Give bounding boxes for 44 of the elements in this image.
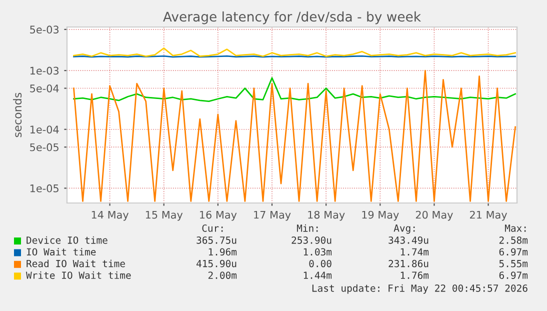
text: 253.90u — [292, 236, 332, 244]
legend-label: IO Wait time — [26, 248, 96, 256]
legend-label: Device IO time — [26, 236, 108, 244]
y-tick-label: 1e-03 — [30, 66, 59, 75]
x-tick-label: 20 May — [416, 210, 453, 221]
text: Avg: — [394, 224, 415, 234]
text: Min: — [296, 224, 318, 232]
x-tick-label: 18 May — [308, 210, 345, 221]
x-tick-label: 14 May — [92, 210, 129, 221]
text: 1.76m — [400, 272, 429, 279]
text: 0.00 — [309, 260, 332, 268]
line-series — [73, 70, 516, 202]
y-tick-label: 5e-05 — [30, 143, 58, 152]
x-tick-label: 19 May — [362, 210, 399, 221]
legend-label: Write IO Wait time — [26, 271, 131, 279]
text: 6.97m — [499, 248, 528, 256]
x-tick-label: 15 May — [146, 210, 183, 221]
line-series — [73, 47, 516, 57]
y-tick-label: 5e-04 — [30, 84, 59, 92]
legend-label: Read IO Wait time — [26, 260, 125, 268]
text: 5.55m — [499, 260, 528, 268]
y-tick-label: 5e-03 — [30, 26, 59, 34]
x-tick-label: 16 May — [200, 210, 237, 221]
text: 1.96m — [208, 248, 237, 256]
text: 343.49u — [388, 236, 428, 244]
x-tick-label: 17 May — [254, 210, 291, 221]
text: 365.75u — [196, 236, 236, 244]
text: 1.44m — [304, 272, 332, 279]
text: 1.03m — [304, 248, 332, 256]
text: 2.58m — [499, 236, 528, 244]
text: Max: — [504, 224, 526, 232]
y-axis-title: seconds — [13, 92, 22, 138]
line-series — [73, 77, 516, 102]
y-tick-label: 1e-04 — [30, 126, 59, 134]
text: Cur: — [202, 224, 223, 232]
text: 2.00m — [208, 272, 237, 279]
text: 6.97m — [499, 272, 528, 279]
chart-title: Average latency for /dev/sda - by week — [163, 11, 422, 24]
text: 415.90u — [196, 260, 236, 268]
y-tick-label: 1e-05 — [30, 184, 58, 192]
text: Last update: Fri May 22 00:45:57 2026 — [312, 284, 528, 294]
text: 1.74m — [400, 248, 429, 256]
x-tick-label: 21 May — [470, 210, 508, 221]
text: 231.86u — [388, 260, 428, 268]
